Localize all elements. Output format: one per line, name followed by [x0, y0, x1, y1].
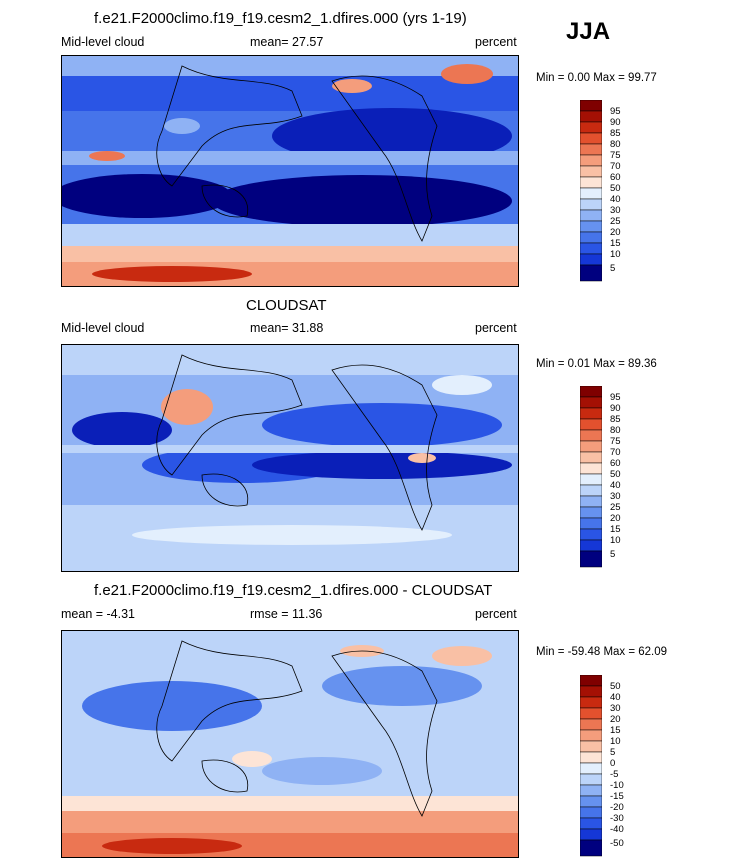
panel1-cbar-label: 20: [610, 227, 621, 238]
panel2-cbar-label: 95: [610, 392, 621, 403]
panel2-cbar-label: 90: [610, 403, 621, 414]
panel3-map-svg: [62, 631, 518, 857]
panel1-center-label: mean= 27.57: [250, 35, 324, 49]
panel3-cbar-label: 15: [610, 725, 621, 736]
panel1-cbar-label: 40: [610, 194, 621, 205]
panel1-cbar-label: 30: [610, 205, 621, 216]
panel1-map-svg: [62, 56, 518, 286]
season-label: JJA: [566, 18, 611, 45]
panel2-map: [61, 344, 519, 572]
panel3-cbar-label: 0: [610, 758, 616, 769]
panel1-cbar-label: 70: [610, 161, 621, 172]
panel2-title: CLOUDSAT: [246, 297, 327, 314]
panel3-cbar-label: 10: [610, 736, 621, 747]
panel1-cbar-label: 95: [610, 106, 621, 117]
panel2-center-label: mean= 31.88: [250, 321, 324, 335]
panel1-cbar-label: 50: [610, 183, 621, 194]
panel2-right-label: percent: [475, 321, 517, 335]
panel2-cbar-label: 85: [610, 414, 621, 425]
panel1-minmax: Min = 0.00 Max = 99.77: [536, 72, 657, 84]
panel3-cbar-label: -15: [610, 791, 624, 802]
panel2-colorbar-svg: [580, 386, 602, 568]
panel2-colorbar: 95 90 85 80 75 70 60 50 40 30 25 20 15 1…: [580, 386, 640, 568]
panel2-cbar-label: 70: [610, 447, 621, 458]
panel2-cbar-label: 5: [610, 549, 616, 560]
panel3-left-label: mean = -4.31: [61, 607, 136, 621]
panel1-colorbar-svg: [580, 100, 602, 282]
panel3-cbar-label: -40: [610, 824, 624, 835]
panel3-cbar-label: -30: [610, 813, 624, 824]
panel3-map: [61, 630, 519, 858]
panel2-cbar-label: 60: [610, 458, 621, 469]
panel1-cbar-label: 15: [610, 238, 621, 249]
panel3-minmax: Min = -59.48 Max = 62.09: [536, 646, 668, 658]
panel3-center-label: rmse = 11.36: [250, 607, 323, 621]
panel1-cbar-label: 10: [610, 249, 621, 260]
panel2-cbar-label: 80: [610, 425, 621, 436]
panel1-cbar-label: 80: [610, 139, 621, 150]
panel3-cbar-label: -20: [610, 802, 624, 813]
panel1-cbar-label: 60: [610, 172, 621, 183]
panel2-minmax: Min = 0.01 Max = 89.36: [536, 358, 657, 370]
panel3-cbar-label: 50: [610, 681, 621, 692]
panel1-title: f.e21.F2000climo.f19_f19.cesm2_1.dfires.…: [94, 10, 467, 27]
panel2-cbar-label: 30: [610, 491, 621, 502]
panel2-cbar-label: 15: [610, 524, 621, 535]
panel2-cbar-label: 75: [610, 436, 621, 447]
panel3-cbar-label: -10: [610, 780, 624, 791]
panel2-cbar-label: 25: [610, 502, 621, 513]
panel2-cbar-label: 50: [610, 469, 621, 480]
panel3-cbar-label: 20: [610, 714, 621, 725]
panel3-right-label: percent: [475, 607, 517, 621]
panel3-cbar-label: -50: [610, 838, 624, 849]
panel1-cbar-label: 75: [610, 150, 621, 161]
panel2-map-svg: [62, 345, 518, 571]
panel1-right-label: percent: [475, 35, 517, 49]
panel1-cbar-label: 5: [610, 263, 616, 274]
panel3-cbar-label: -5: [610, 769, 619, 780]
panel1-map: [61, 55, 519, 287]
panel3-cbar-label: 30: [610, 703, 621, 714]
panel2-cbar-label: 20: [610, 513, 621, 524]
panel1-cbar-label: 25: [610, 216, 621, 227]
panel3-cbar-label: 40: [610, 692, 621, 703]
panel2-cbar-label: 40: [610, 480, 621, 491]
panel3-cbar-label: 5: [610, 747, 616, 758]
panel1-cbar-label: 85: [610, 128, 621, 139]
panel1-colorbar: 95 90 85 80 75 70 60 50 40 30 25 20 15 1…: [580, 100, 640, 282]
panel3-colorbar: 50 40 30 20 15 10 5 0 -5 -10 -15 -20 -30…: [580, 675, 640, 857]
panel3-title: f.e21.F2000climo.f19_f19.cesm2_1.dfires.…: [94, 582, 493, 599]
panel2-left-label: Mid-level cloud: [61, 321, 145, 335]
panel2-cbar-label: 10: [610, 535, 621, 546]
panel3-colorbar-svg: [580, 675, 602, 857]
panel1-left-label: Mid-level cloud: [61, 35, 145, 49]
panel1-cbar-label: 90: [610, 117, 621, 128]
